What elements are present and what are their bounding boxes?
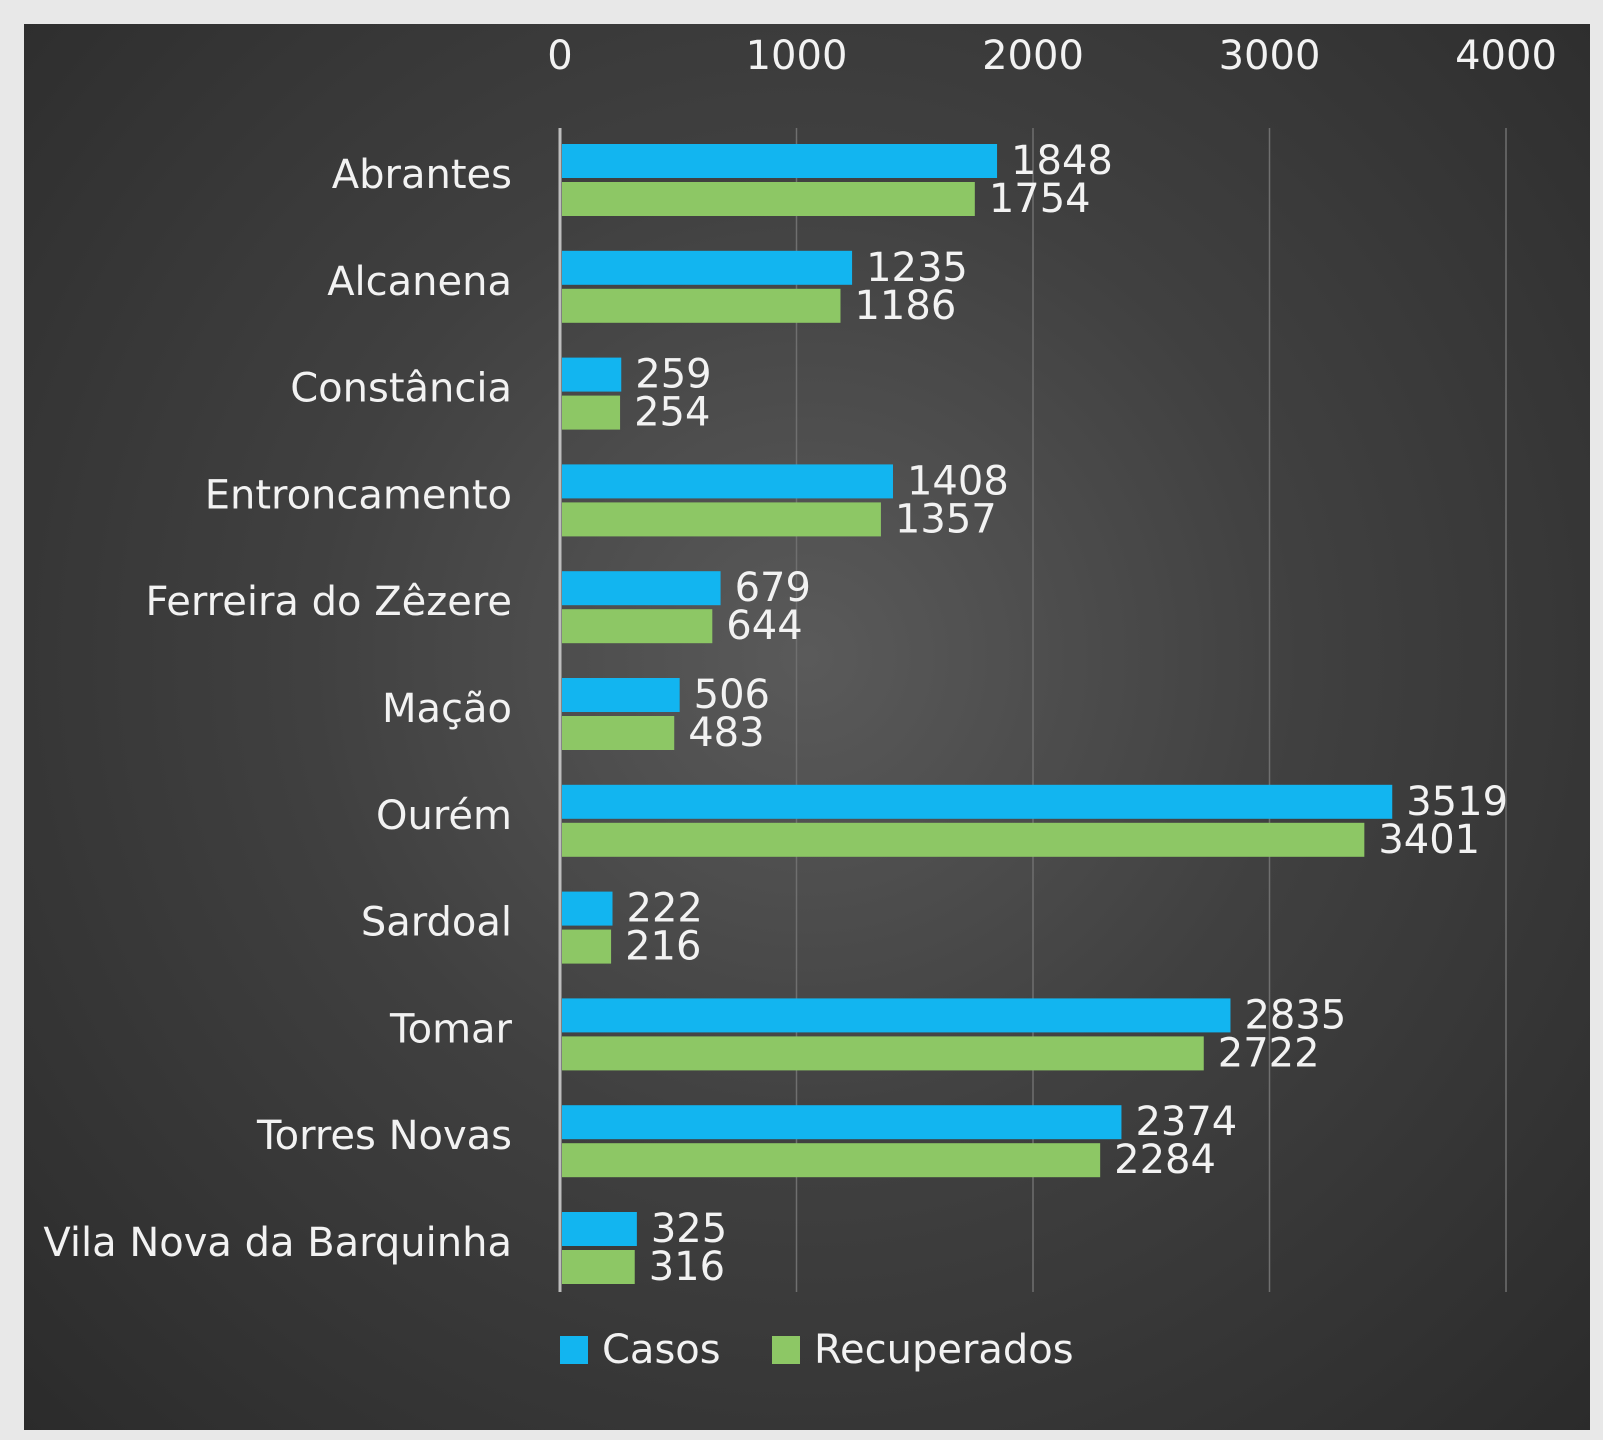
x-tick-label: 0	[547, 33, 572, 79]
legend-label-casos: Casos	[602, 1327, 721, 1373]
x-tick-label: 4000	[1455, 33, 1557, 79]
bar-recuperados	[562, 288, 841, 323]
category-label: Tomar	[389, 1006, 513, 1052]
bar-casos	[562, 998, 1231, 1033]
bar-casos	[562, 357, 622, 392]
data-label-casos: 1848	[1011, 138, 1113, 184]
data-label-casos: 222	[627, 886, 703, 932]
bar-casos	[562, 571, 721, 606]
bar-recuperados	[562, 502, 881, 537]
data-label-recuperados: 216	[625, 924, 701, 970]
bar-recuperados	[562, 609, 713, 644]
category-label: Mação	[382, 686, 512, 732]
category-label: Entroncamento	[205, 472, 512, 518]
data-label-casos: 325	[651, 1206, 727, 1252]
legend-swatch-casos	[560, 1336, 588, 1364]
bar-casos	[562, 891, 613, 926]
category-label: Alcanena	[327, 259, 512, 305]
data-label-casos: 2835	[1244, 992, 1346, 1038]
data-label-casos: 2374	[1135, 1099, 1237, 1145]
bar-casos	[562, 1212, 637, 1246]
bar-recuperados	[562, 716, 675, 750]
bar-recuperados	[562, 395, 621, 430]
data-label-recuperados: 1754	[989, 176, 1091, 222]
bar-casos	[562, 1105, 1122, 1140]
data-label-casos: 679	[735, 565, 811, 611]
data-label-recuperados: 483	[688, 710, 764, 756]
bar-recuperados	[562, 929, 612, 964]
legend-label-recuperados: Recuperados	[814, 1327, 1074, 1373]
data-label-recuperados: 644	[726, 603, 802, 649]
x-tick-label: 3000	[1219, 33, 1321, 79]
data-label-recuperados: 316	[649, 1244, 725, 1290]
bar-casos	[562, 250, 853, 285]
data-label-recuperados: 2722	[1218, 1030, 1320, 1076]
data-label-recuperados: 254	[634, 390, 710, 436]
bar-recuperados	[562, 1250, 635, 1284]
category-label: Torres Novas	[256, 1113, 512, 1159]
category-label: Vila Nova da Barquinha	[43, 1220, 512, 1266]
data-label-casos: 506	[694, 672, 770, 718]
bar-casos	[562, 144, 998, 178]
bar-casos	[562, 678, 680, 712]
category-label: Abrantes	[332, 152, 512, 198]
legend-swatch-recuperados	[772, 1336, 800, 1364]
category-label: Ferreira do Zêzere	[145, 579, 512, 625]
x-tick-label: 2000	[982, 33, 1084, 79]
data-label-casos: 1408	[907, 458, 1009, 504]
data-label-recuperados: 1357	[895, 496, 997, 542]
data-label-recuperados: 3401	[1378, 817, 1480, 863]
data-label-recuperados: 1186	[854, 283, 956, 329]
category-label: Sardoal	[361, 900, 512, 946]
data-label-casos: 1235	[866, 245, 968, 291]
bar-recuperados	[562, 822, 1365, 857]
bar-casos	[562, 784, 1393, 819]
bar-casos	[562, 464, 893, 499]
x-tick-label: 1000	[746, 33, 848, 79]
data-label-recuperados: 2284	[1114, 1137, 1216, 1183]
category-label: Constância	[290, 366, 512, 412]
bar-recuperados	[562, 1036, 1204, 1071]
data-label-casos: 3519	[1406, 779, 1508, 825]
bar-recuperados	[562, 1143, 1101, 1178]
data-label-casos: 259	[635, 352, 711, 398]
bar-recuperados	[562, 182, 975, 216]
category-label: Ourém	[376, 793, 512, 839]
